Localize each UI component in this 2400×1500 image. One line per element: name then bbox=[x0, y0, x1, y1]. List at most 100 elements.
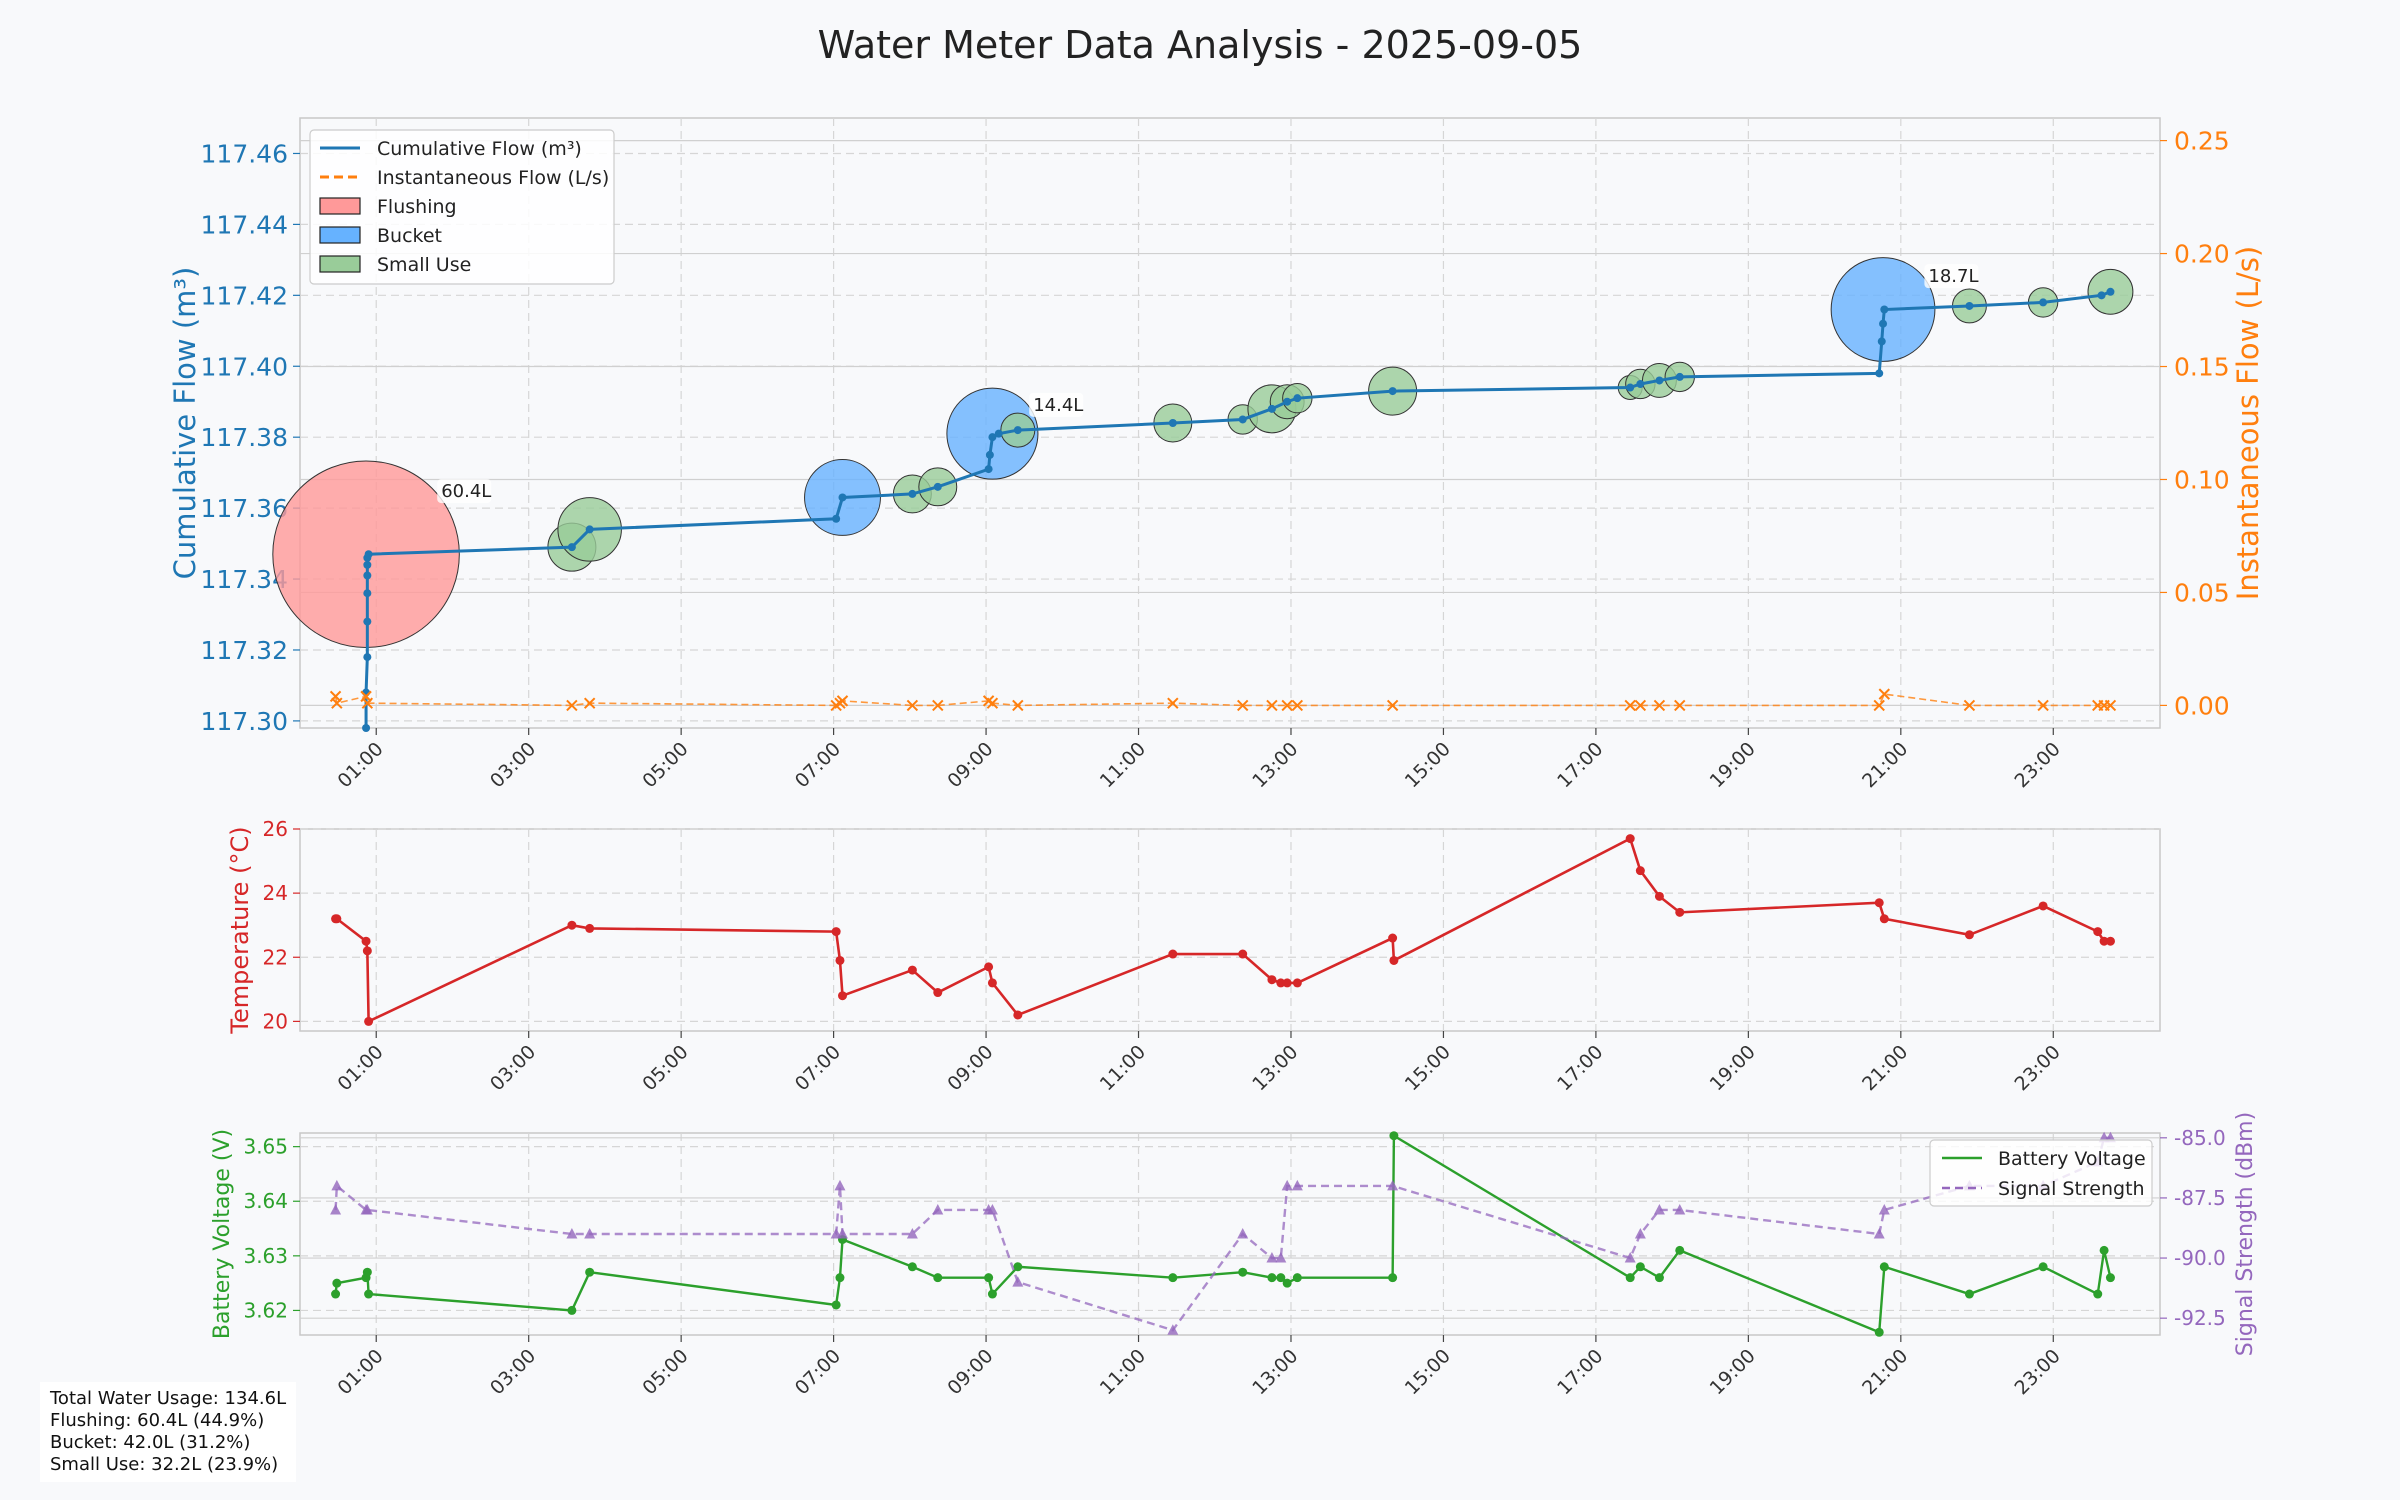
battery-voltage-point bbox=[933, 1273, 943, 1283]
battery-voltage-point bbox=[1625, 1273, 1635, 1283]
flow-y-tick-label: 117.46 bbox=[201, 139, 288, 168]
instantaneous-flow-point bbox=[986, 697, 999, 709]
temp-x-tick-label: 13:00 bbox=[1248, 1041, 1302, 1095]
event-label-box bbox=[1924, 264, 1979, 289]
flow-x-tick-label: 17:00 bbox=[1553, 738, 1607, 792]
batt-x-tick-label: 01:00 bbox=[333, 1345, 387, 1399]
signal-strength-point bbox=[1237, 1228, 1249, 1239]
instantaneous-flow-point bbox=[1624, 699, 1636, 712]
temperature-point bbox=[1625, 834, 1635, 844]
flow-x-tick-label: 15:00 bbox=[1401, 738, 1455, 792]
instantaneous-flow-point bbox=[361, 697, 374, 709]
instantaneous-flow-point bbox=[1634, 699, 1647, 712]
cumulative-flow-point bbox=[364, 550, 373, 559]
flow-y2-tick-label: 0.15 bbox=[2174, 353, 2230, 382]
cumulative-flow-point bbox=[363, 571, 372, 580]
temperature-point bbox=[1013, 1010, 1023, 1020]
battery-voltage-point bbox=[907, 1262, 917, 1272]
flow-y2-tick-label: 0.25 bbox=[2174, 127, 2230, 156]
usage-summary-box: Total Water Usage: 134.6L Flushing: 60.4… bbox=[40, 1382, 297, 1482]
temperature-point bbox=[838, 991, 847, 1001]
temperature-point bbox=[585, 923, 595, 933]
temperature-point bbox=[1238, 949, 1248, 959]
cumulative-flow-point bbox=[933, 482, 942, 491]
temperature-point bbox=[364, 1016, 374, 1026]
legend-entry: Cumulative Flow (m³) bbox=[377, 138, 582, 160]
battery-voltage-point bbox=[1964, 1289, 1974, 1299]
temperature-point bbox=[1292, 978, 1302, 988]
signal-strength-point bbox=[331, 1179, 343, 1191]
flow-x-tick-label: 09:00 bbox=[943, 738, 997, 792]
temperature-point bbox=[1388, 933, 1398, 943]
signal-strength-point bbox=[932, 1203, 944, 1215]
cumulative-flow-point bbox=[1626, 383, 1635, 392]
cumulative-flow-point bbox=[908, 489, 917, 498]
cumulative-flow-point bbox=[567, 543, 576, 552]
battery-voltage-point bbox=[1654, 1273, 1664, 1283]
cumulative-flow-point bbox=[1879, 319, 1888, 328]
batt-y2-tick-label: -87.5 bbox=[2174, 1186, 2226, 1210]
flow-x-tick-label: 19:00 bbox=[1706, 738, 1760, 792]
cumulative-flow-point bbox=[1675, 372, 1684, 381]
event-label: 14.4L bbox=[1033, 395, 1083, 416]
batt-x-tick-label: 09:00 bbox=[943, 1345, 997, 1399]
battery-voltage-point bbox=[1292, 1273, 1302, 1283]
cumulative-flow-point bbox=[1168, 419, 1177, 427]
temperature-point bbox=[1635, 866, 1645, 876]
flow-x-tick-label: 21:00 bbox=[1858, 738, 1912, 792]
batt-plot-area bbox=[299, 1132, 2161, 1336]
flow-y-tick-label: 117.34 bbox=[201, 565, 288, 594]
signal-strength-point bbox=[1281, 1179, 1293, 1191]
flow-x-tick-label: 07:00 bbox=[791, 738, 845, 792]
battery-voltage-point bbox=[1276, 1273, 1286, 1283]
battery-voltage-point bbox=[2105, 1273, 2115, 1283]
batt-x-tick-label: 03:00 bbox=[486, 1345, 540, 1399]
battery-voltage-point bbox=[835, 1273, 845, 1283]
instantaneous-flow-point bbox=[1674, 699, 1686, 712]
cumulative-flow-point bbox=[1283, 397, 1292, 406]
instantaneous-flow-point bbox=[583, 697, 596, 709]
flow-y-tick-label: 117.30 bbox=[201, 707, 288, 736]
instantaneous-flow-point bbox=[2037, 699, 2049, 712]
flow-x-tick-label: 23:00 bbox=[2011, 738, 2065, 792]
flow-y2-axis-label: Instantaneous Flow (L/s) bbox=[2231, 246, 2265, 600]
signal-strength-point bbox=[834, 1179, 846, 1191]
instantaneous-flow-point bbox=[1236, 699, 1249, 712]
batt-x-tick-label: 23:00 bbox=[2011, 1345, 2065, 1399]
temp-x-tick-label: 17:00 bbox=[1553, 1041, 1607, 1095]
temp-x-tick-label: 23:00 bbox=[2011, 1041, 2065, 1095]
cumulative-flow-point bbox=[1655, 376, 1664, 385]
temperature-point bbox=[2105, 936, 2115, 946]
instantaneous-flow-point bbox=[836, 695, 849, 707]
batt-x-tick-label: 21:00 bbox=[1858, 1345, 1912, 1399]
batt-y2-tick-label: -92.5 bbox=[2174, 1306, 2226, 1330]
flow-x-tick-label: 11:00 bbox=[1096, 738, 1150, 792]
instantaneous-flow-point bbox=[1291, 699, 1304, 712]
instantaneous-flow-point bbox=[331, 697, 343, 709]
cumulative-flow-point bbox=[363, 653, 372, 662]
cumulative-flow-point bbox=[1013, 426, 1022, 435]
flow-y-tick-label: 117.32 bbox=[201, 636, 288, 665]
legend-category-swatch bbox=[319, 255, 361, 273]
battery-voltage-point bbox=[331, 1289, 341, 1299]
signal-strength-point bbox=[1275, 1252, 1287, 1263]
cumulative-flow-point bbox=[2039, 298, 2048, 307]
temperature-point bbox=[1675, 907, 1685, 917]
temperature-point bbox=[361, 936, 371, 946]
cumulative-flow-panel: 01:00 03:00 05:00 07:00 09:00 11:00 13:00 15:00… bbox=[168, 117, 2265, 792]
legend-entry: Signal Strength bbox=[1998, 1178, 2145, 1200]
flow-y-tick-label: 117.38 bbox=[201, 423, 288, 452]
signal-strength-point bbox=[1012, 1276, 1024, 1287]
cumulative-flow-point bbox=[985, 450, 994, 459]
instantaneous-flow-point bbox=[1281, 699, 1293, 712]
temperature-point bbox=[1276, 978, 1286, 988]
signal-strength-point bbox=[1387, 1179, 1399, 1191]
signal-strength-point bbox=[361, 1203, 373, 1215]
temperature-point bbox=[1389, 955, 1399, 965]
flow-y-tick-label: 117.42 bbox=[201, 281, 288, 310]
cumulative-flow-point bbox=[1388, 387, 1397, 396]
batt-x-tick-label: 13:00 bbox=[1248, 1345, 1302, 1399]
legend-entry: Small Use bbox=[377, 254, 471, 276]
battery-voltage-point bbox=[1238, 1267, 1248, 1277]
flow-y2-tick-label: 0.05 bbox=[2174, 578, 2230, 607]
